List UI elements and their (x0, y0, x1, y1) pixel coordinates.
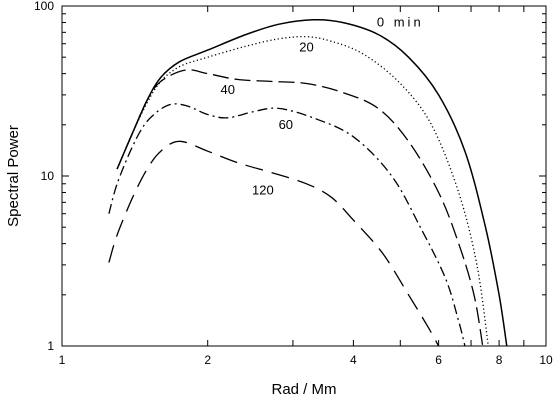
curve-label: 20 (299, 40, 313, 55)
curve-label: 40 (220, 82, 234, 97)
curve-labels: 0 min 20 40 60 120 (220, 14, 424, 198)
x-tick-label: 1 (59, 353, 66, 367)
curve-label: 120 (252, 183, 274, 198)
data-series (108, 18, 508, 347)
x-tick-label: 6 (435, 353, 442, 367)
x-tick-label: 8 (496, 353, 503, 367)
x-tick-label: 2 (204, 353, 211, 367)
axis-ticks: 1 2 4 6 8 10 1 10 100 (34, 0, 553, 367)
y-tick-label: 10 (41, 169, 55, 183)
series-line-0-min (116, 18, 508, 347)
series-line-120 (108, 140, 440, 347)
series-line-40 (116, 69, 484, 347)
y-tick-label: 100 (34, 0, 54, 13)
x-axis-label: Rad / Mm (271, 381, 336, 398)
curve-label: 0 min (377, 14, 424, 29)
series-line-20 (116, 35, 489, 347)
y-axis-label: Spectral Power (5, 125, 22, 227)
x-tick-label: 4 (350, 353, 357, 367)
y-tick-label: 1 (47, 339, 54, 353)
curve-label: 60 (279, 117, 293, 132)
x-tick-label: 10 (539, 353, 553, 367)
series-line-60 (108, 103, 466, 347)
